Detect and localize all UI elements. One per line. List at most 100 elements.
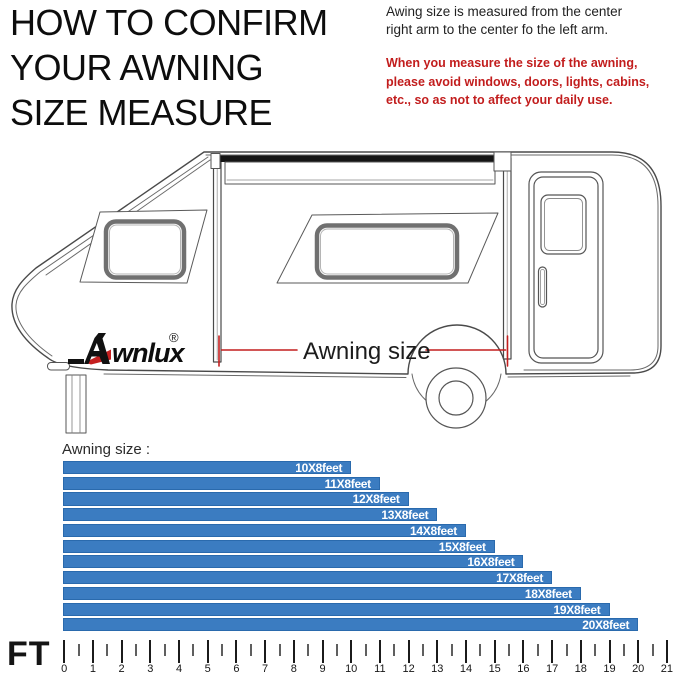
ruler-tick-major: [522, 640, 525, 663]
ruler-tick-number: 11: [374, 663, 386, 675]
ruler-tick-minor: [565, 644, 568, 656]
size-bar: 11X8feet: [63, 476, 380, 491]
ruler-tick-major: [91, 640, 94, 663]
ruler-tick-minor: [307, 644, 310, 656]
intro-note: Awing size is measured from the center r…: [386, 4, 623, 37]
logo-text: wnlux: [112, 338, 185, 368]
ruler-tick-number: 12: [402, 663, 415, 675]
ruler-tick-minor: [393, 644, 396, 656]
ruler-tick-major: [206, 640, 209, 663]
roof-inner-line: [205, 154, 659, 371]
ruler-tick-number: 3: [147, 663, 154, 675]
size-bar-label: 14X8feet: [410, 523, 457, 538]
ruler-tick-minor: [134, 644, 137, 656]
ruler-tick-minor: [594, 644, 597, 656]
arm-inner-lines: [216, 159, 508, 361]
entry-door: [528, 171, 604, 364]
ruler-tick-major: [63, 640, 66, 663]
ruler-tick-number: 10: [345, 663, 358, 675]
registered-mark: ®: [169, 330, 179, 345]
ruler-tick-major: [608, 640, 611, 663]
ruler-tick-minor: [106, 644, 109, 656]
ruler-tick-number: 2: [118, 663, 125, 675]
size-bar-label: 18X8feet: [524, 586, 572, 601]
ruler: FT 0 1 2 3 4 5 6 7 8 9 10 11 12 13 14 15 16 17 18 19 20 21: [0, 630, 679, 677]
size-bar-label: 19X8feet: [553, 602, 601, 617]
ruler-tick-major: [292, 640, 295, 663]
ruler-tick-minor: [221, 644, 223, 656]
ruler-tick-minor: [651, 644, 654, 656]
ruler-tick-number: 5: [204, 663, 211, 675]
ruler-tick-major: [178, 640, 180, 663]
ruler-tick-minor: [508, 644, 511, 656]
size-bar-label: 20X8feet: [582, 618, 630, 633]
ruler-tick-major: [378, 640, 381, 663]
size-bar-label: 11X8feet: [324, 476, 372, 491]
ruler-tick-minor: [249, 644, 252, 656]
ruler-tick-major: [493, 640, 496, 663]
awning-case: [210, 151, 512, 185]
ruler-tick-major: [637, 640, 640, 663]
ruler-tick-number: 7: [262, 663, 269, 675]
ruler-tick-minor: [450, 644, 453, 656]
ruler-tick-number: 19: [603, 663, 616, 675]
ruler-tick-number: 15: [488, 663, 501, 675]
size-bar: 16X8feet: [63, 555, 524, 570]
ruler-tick-number: 1: [89, 663, 96, 675]
door-window: [540, 194, 587, 255]
logo-a-mark: [84, 333, 110, 364]
awnlux-logo: wnlux ®: [68, 330, 186, 368]
ruler-tick-minor: [163, 644, 166, 656]
ruler-tick-major: [665, 640, 668, 663]
ruler-tick-major: [465, 640, 467, 663]
ruler-tick-major: [149, 640, 152, 663]
warning-note: When you measure the size of the awning,…: [386, 56, 650, 107]
ruler-tick-major: [551, 640, 554, 663]
ruler-tick-number: 13: [431, 663, 444, 675]
size-bar: 10X8feet: [63, 461, 352, 475]
size-bar-label: 15X8feet: [438, 539, 486, 554]
size-bar-label: 13X8feet: [381, 508, 429, 523]
size-bar: 17X8feet: [63, 571, 553, 585]
size-bar: 20X8feet: [63, 618, 639, 633]
ruler-tick-major: [321, 640, 324, 663]
ruler-tick-major: [120, 640, 123, 663]
ruler-tick-number: 6: [233, 663, 240, 675]
jockey-leg: [65, 374, 87, 434]
hitch-cylinder: [47, 362, 70, 371]
ruler-tick-minor: [192, 644, 195, 656]
size-bar: 12X8feet: [63, 492, 409, 506]
page-title: HOW TO CONFIRM YOUR AWNING SIZE MEASURE: [10, 2, 328, 133]
front-window: [79, 209, 208, 284]
logo-underscore: [68, 359, 84, 364]
ruler-tick-minor: [278, 644, 281, 656]
ruler-tick-minor: [536, 644, 539, 656]
chart-title: Awning size :: [62, 441, 151, 458]
awning-roller-bar: [215, 155, 499, 162]
size-bar: 13X8feet: [63, 508, 438, 523]
ruler-tick-number: 17: [545, 663, 559, 675]
dimension-label: Awning size: [303, 338, 431, 365]
ruler-tick-minor: [77, 644, 80, 656]
ruler-tick-number: 16: [517, 663, 530, 675]
ruler-tick-minor: [622, 644, 625, 656]
ruler-tick-number: 9: [319, 663, 326, 675]
ruler-tick-major: [407, 640, 410, 663]
center-window: [276, 212, 499, 284]
dimension-lines: [218, 335, 509, 367]
size-bar-label: 10X8feet: [295, 461, 343, 475]
size-bar: 15X8feet: [63, 539, 495, 554]
ruler-tick-major: [579, 640, 582, 663]
ruler-tick-minor: [364, 644, 367, 656]
caravan-drawing: wnlux ® Awning size: [11, 151, 662, 434]
ruler-tick-number: 0: [61, 663, 68, 675]
ruler-tick-number: 21: [660, 663, 674, 675]
ruler-unit-label: FT: [7, 635, 51, 673]
size-bar-label: 16X8feet: [467, 555, 515, 570]
ruler-tick-major: [264, 640, 267, 663]
ruler-tick-number: 14: [459, 663, 473, 675]
ruler-tick-minor: [421, 644, 424, 656]
size-bar: 18X8feet: [63, 586, 581, 601]
